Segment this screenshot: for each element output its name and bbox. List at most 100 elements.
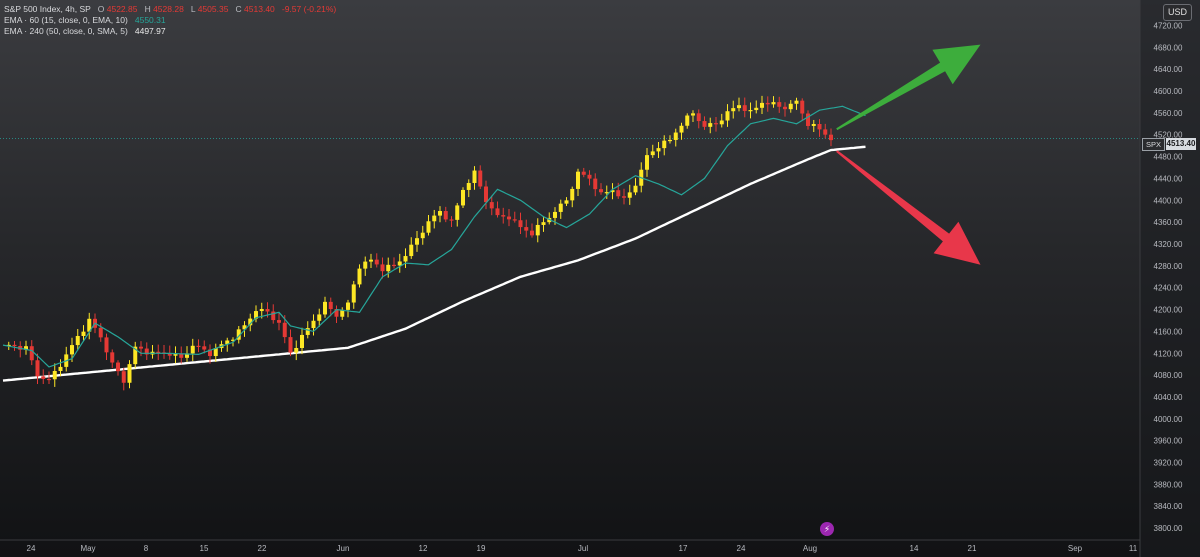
candle-body bbox=[346, 302, 350, 310]
candle-body bbox=[386, 264, 391, 272]
x-tick-label: 8 bbox=[144, 544, 149, 553]
candle-body bbox=[426, 221, 431, 233]
candle-body bbox=[139, 346, 143, 349]
candle-body bbox=[116, 362, 120, 372]
candle-body bbox=[650, 151, 655, 156]
candle-body bbox=[754, 107, 759, 111]
x-tick-label: 22 bbox=[258, 544, 267, 553]
candle-body bbox=[461, 189, 465, 206]
candle-body bbox=[443, 211, 448, 220]
legend-ema-slow-value: 4497.97 bbox=[134, 26, 166, 36]
x-tick-label: 17 bbox=[679, 544, 688, 553]
candle-body bbox=[495, 208, 500, 216]
legend-open-key: O bbox=[97, 4, 105, 14]
candle-body bbox=[403, 256, 408, 262]
candle-body bbox=[748, 110, 753, 112]
candle-body bbox=[328, 301, 333, 310]
candle-body bbox=[300, 334, 304, 348]
x-tick-label: 21 bbox=[968, 544, 977, 553]
candle-body bbox=[783, 106, 787, 110]
candle-body bbox=[438, 211, 442, 216]
candle-body bbox=[484, 186, 488, 203]
usd-button[interactable]: USD bbox=[1163, 4, 1192, 21]
x-tick-label: 15 bbox=[200, 544, 209, 553]
y-tick-label: 4680.00 bbox=[1154, 43, 1183, 52]
candle-body bbox=[190, 345, 195, 354]
candle-body bbox=[702, 121, 707, 127]
x-tick-label: Jul bbox=[578, 544, 588, 553]
y-tick-label: 4440.00 bbox=[1154, 174, 1183, 183]
y-tick-label: 4480.00 bbox=[1154, 153, 1183, 162]
candle-body bbox=[714, 123, 718, 125]
down-arrow bbox=[836, 150, 981, 265]
candle-body bbox=[530, 230, 534, 236]
candle-body bbox=[98, 327, 103, 338]
candle-body bbox=[501, 215, 506, 217]
candle-body bbox=[593, 178, 598, 190]
candle-body bbox=[127, 364, 132, 383]
legend-title-row: S&P 500 Index, 4h, SP O 4522.85 H 4528.2… bbox=[4, 4, 336, 15]
candle-body bbox=[564, 200, 569, 204]
candle-body bbox=[231, 339, 235, 341]
y-tick-label: 4720.00 bbox=[1154, 21, 1183, 30]
candle-body bbox=[196, 345, 201, 347]
candle-body bbox=[455, 205, 460, 220]
x-tick-label: Jun bbox=[337, 544, 350, 553]
legend-low-value: 4505.35 bbox=[197, 4, 229, 14]
candle-body bbox=[317, 314, 322, 321]
legend-close-value: 4513.40 bbox=[244, 4, 275, 14]
y-tick-label: 3920.00 bbox=[1154, 459, 1183, 468]
legend-low-key: L bbox=[190, 4, 196, 14]
candle-body bbox=[679, 125, 684, 133]
candle-body bbox=[41, 376, 46, 379]
candle-body bbox=[340, 309, 345, 317]
price-axis-panel bbox=[1140, 0, 1200, 557]
candle-body bbox=[794, 100, 799, 104]
candle-body bbox=[806, 113, 810, 126]
candle-body bbox=[265, 309, 270, 312]
candle-body bbox=[121, 371, 126, 383]
candle-body bbox=[811, 123, 816, 126]
candle-body bbox=[47, 378, 51, 381]
ema-slow-line bbox=[2, 145, 866, 382]
candle-body bbox=[208, 349, 212, 357]
candle-body bbox=[489, 202, 494, 209]
up-arrow bbox=[836, 44, 981, 131]
candle-body bbox=[708, 123, 713, 127]
candle-body bbox=[622, 196, 626, 198]
candle-body bbox=[173, 354, 178, 356]
legend-ema-slow-label: EMA · 240 (50, close, 0, SMA, 5) bbox=[4, 26, 128, 36]
candle-body bbox=[277, 320, 281, 323]
candle-body bbox=[800, 100, 805, 114]
candle-body bbox=[323, 301, 327, 315]
candle-body bbox=[731, 108, 736, 112]
x-tick-label: Sep bbox=[1068, 544, 1083, 553]
candle-body bbox=[75, 335, 80, 346]
y-tick-label: 4120.00 bbox=[1154, 349, 1183, 358]
lightning-icon[interactable]: ⚡ bbox=[820, 522, 834, 536]
candle-body bbox=[656, 148, 661, 152]
candle-body bbox=[380, 264, 385, 272]
candle-body bbox=[58, 366, 63, 371]
candle-body bbox=[104, 337, 109, 353]
candle-body bbox=[271, 311, 276, 321]
candle-body bbox=[518, 220, 523, 228]
legend-ema-fast-row: EMA · 60 (15, close, 0, EMA, 10) 4550.31 bbox=[4, 15, 336, 26]
x-tick-label: 14 bbox=[910, 544, 919, 553]
legend-close-key: C bbox=[235, 4, 242, 14]
candle-body bbox=[685, 115, 690, 126]
candle-body bbox=[242, 325, 247, 330]
candle-body bbox=[507, 216, 511, 220]
candle-body bbox=[282, 322, 287, 338]
legend-high-key: H bbox=[144, 4, 151, 14]
candle-body bbox=[765, 102, 770, 105]
candle-body bbox=[558, 203, 563, 212]
candle-body bbox=[633, 185, 638, 193]
candle-body bbox=[777, 102, 782, 107]
y-tick-label: 4320.00 bbox=[1154, 240, 1183, 249]
candle-body bbox=[185, 353, 189, 358]
candle-body bbox=[627, 192, 632, 198]
candle-body bbox=[288, 337, 293, 353]
